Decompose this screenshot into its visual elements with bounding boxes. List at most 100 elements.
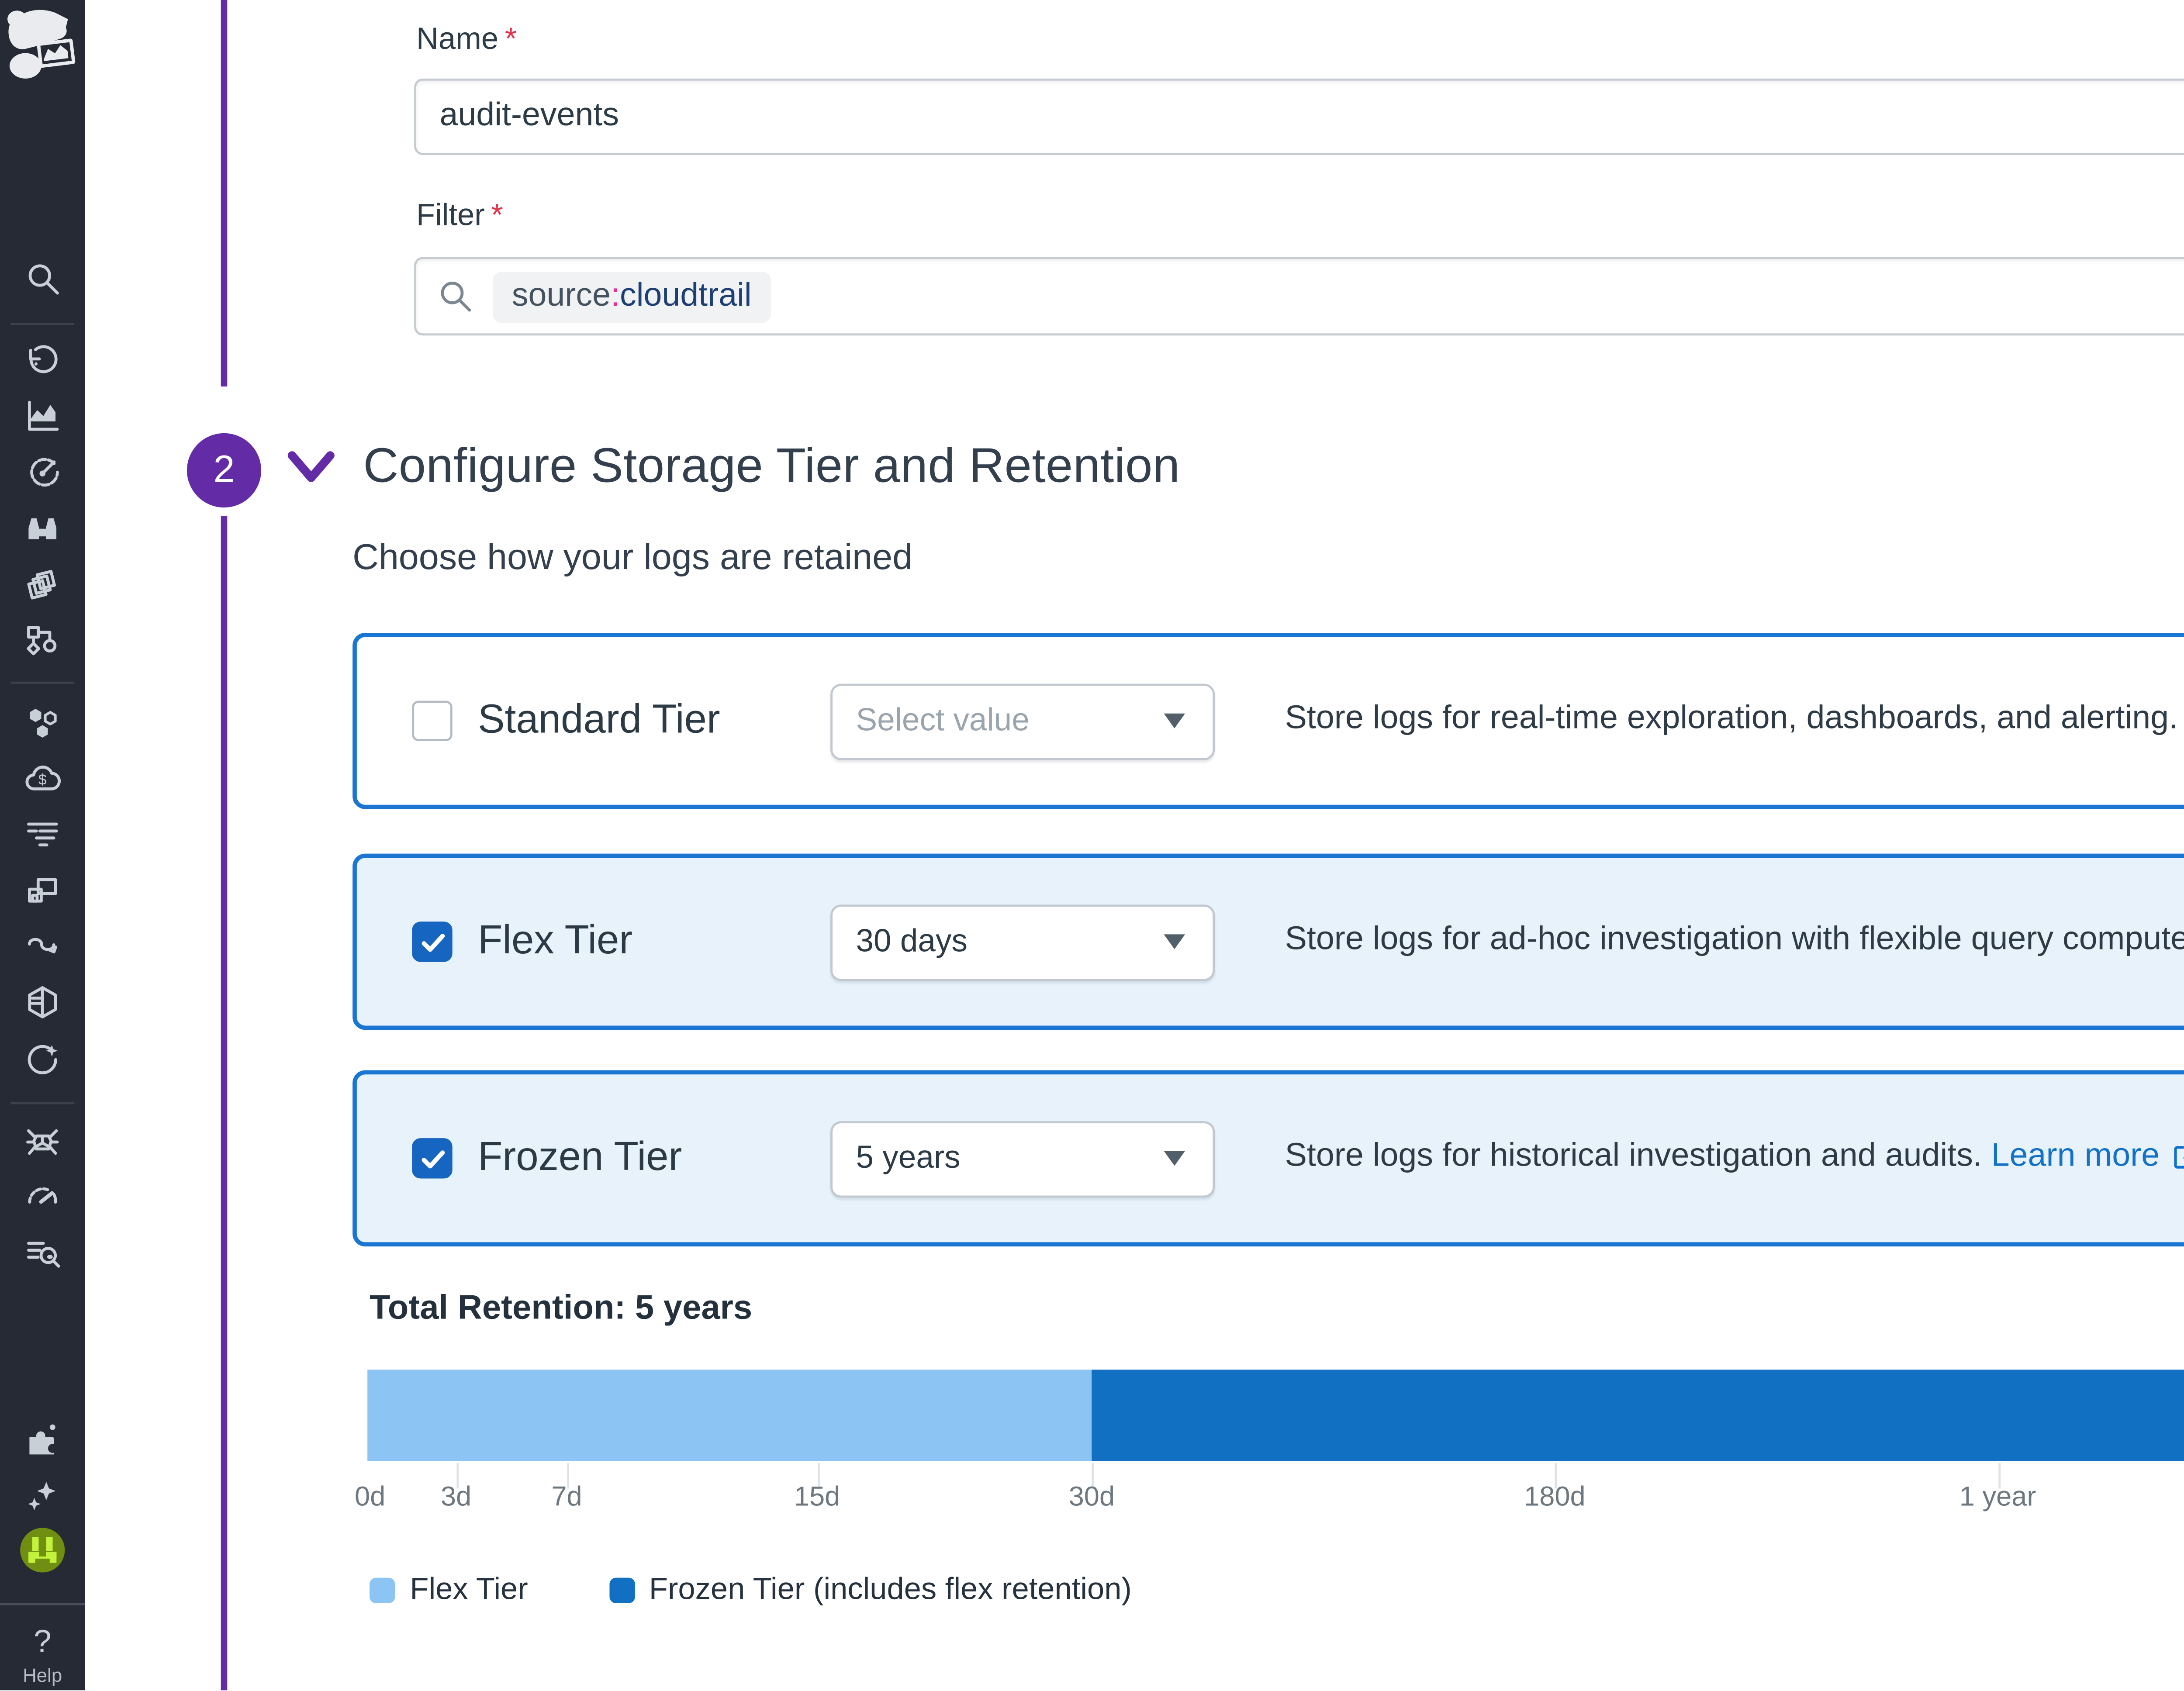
sidebar-divider (10, 323, 75, 325)
watchdog-icon (23, 510, 62, 548)
caret-down-icon (1164, 1151, 1185, 1166)
sidebar-item-log-explorer[interactable] (0, 1227, 85, 1278)
chevron-down-icon[interactable] (287, 450, 335, 497)
cloud-cost-icon: $ (23, 760, 62, 799)
learn-more-link[interactable]: Learn more (1991, 1132, 2184, 1185)
security-icon (23, 983, 62, 1022)
bar-segment-frozen (1092, 1370, 2184, 1461)
axis-tick-label: 1 year (1959, 1480, 2036, 1512)
sidebar-item-cloud-cost[interactable]: $ (0, 754, 85, 805)
sidebar-item-security[interactable] (0, 977, 85, 1028)
step-number-badge: 2 (187, 433, 262, 508)
sidebar-item-infrastructure[interactable] (0, 699, 85, 750)
sidebar-item-watchdog[interactable] (0, 503, 85, 554)
integrations-icon (23, 1421, 62, 1459)
bar-segment-flex (367, 1370, 1092, 1461)
tier-label: Flex Tier (478, 918, 633, 963)
sidebar-divider (10, 681, 75, 684)
sidebar-item-dashboards[interactable] (0, 561, 85, 612)
dropdown-value: 5 years (856, 1140, 961, 1177)
sidebar-item-search[interactable] (0, 253, 85, 304)
name-field-label: Name * (416, 23, 517, 58)
name-input[interactable] (414, 78, 2184, 155)
help-icon: ? (33, 1625, 52, 1662)
sidebar-item-apm[interactable] (0, 866, 85, 918)
axis-tick-label: 7d (551, 1480, 582, 1512)
tier-description: Store logs for real-time exploration, da… (1285, 701, 2178, 737)
search-icon (23, 259, 62, 297)
frozen-retention-dropdown[interactable]: 5 years (830, 1120, 1215, 1197)
infrastructure-icon (23, 705, 62, 743)
required-asterisk: * (491, 200, 503, 234)
sidebar-item-profiling[interactable] (0, 1170, 85, 1221)
caret-down-icon (1164, 934, 1185, 949)
sidebar-item-integrations[interactable] (0, 1414, 85, 1465)
retention-legend: Flex Tier Frozen Tier (includes flex rete… (370, 1574, 1132, 1608)
step-rail-top (221, 0, 228, 387)
sidebar-item-bits-ai[interactable] (0, 1472, 85, 1523)
sidebar-divider (10, 1102, 75, 1104)
sidebar: $ ? Help (0, 0, 85, 1691)
legend-item: Flex Tier (370, 1574, 528, 1608)
standard-tier-checkbox[interactable] (412, 701, 453, 741)
sidebar-item-llm-observability[interactable] (0, 1034, 85, 1085)
datadog-logo[interactable] (7, 8, 79, 80)
sidebar-item-service-map[interactable] (0, 616, 85, 667)
apm-icon (23, 873, 62, 911)
dropdown-value: 30 days (856, 924, 968, 960)
required-asterisk: * (505, 23, 517, 58)
query-field: source (511, 277, 611, 314)
axis-tick-mark (567, 1463, 569, 1489)
sidebar-item-user-avatar[interactable] (0, 1525, 85, 1576)
legend-item: Frozen Tier (includes flex retention) (608, 1573, 1132, 1608)
sidebar-help[interactable]: ? Help (0, 1625, 85, 1687)
sidebar-item-error-tracking[interactable] (0, 1115, 85, 1166)
legend-label: Flex Tier (410, 1573, 528, 1608)
tier-description: Store logs for ad-hoc investigation with… (1285, 921, 2184, 958)
flex-tier-checkbox[interactable] (412, 921, 453, 962)
dropdown-value: Select value (856, 703, 1030, 739)
axis-tick-label: 15d (794, 1480, 840, 1512)
section-subtitle: Choose how your logs are retained (352, 537, 913, 578)
legend-label: Frozen Tier (includes flex retention) (649, 1573, 1132, 1608)
section-title: Configure Storage Tier and Retention (363, 437, 1180, 493)
frozen-tier-card: Frozen Tier 5 years Store logs for histo… (352, 1070, 2184, 1247)
axis-tick-label: 0d (354, 1480, 386, 1512)
dashboards-icon (23, 567, 62, 605)
legend-swatch (370, 1577, 395, 1603)
legend-swatch (608, 1577, 634, 1603)
standard-tier-card: Standard Tier Select value Store logs fo… (352, 632, 2184, 809)
sidebar-item-pipelines[interactable] (0, 921, 85, 973)
axis-tick-label: 3d (440, 1480, 472, 1512)
llm-observability-icon (23, 1040, 62, 1079)
axis-tick-mark (1555, 1463, 1557, 1489)
sidebar-item-history[interactable] (0, 338, 85, 389)
step-rail-bottom (221, 516, 228, 1691)
help-label: Help (23, 1665, 62, 1687)
bits-ai-icon (23, 1478, 62, 1516)
axis-tick-label: 180d (1524, 1480, 1586, 1512)
total-retention-title: Total Retention: 5 years (370, 1291, 753, 1327)
sidebar-divider (0, 1603, 85, 1605)
axis-tick-mark (817, 1463, 819, 1489)
logs-icon (23, 815, 62, 854)
standard-retention-dropdown[interactable]: Select value (830, 683, 1215, 759)
user-avatar (19, 1527, 66, 1574)
flex-retention-dropdown[interactable]: 30 days (830, 903, 1215, 980)
sidebar-item-monitors[interactable] (0, 448, 85, 499)
tier-label: Standard Tier (478, 697, 720, 742)
filter-query-pill: source : cloudtrail (493, 270, 771, 322)
sidebar-item-metrics[interactable] (0, 391, 85, 442)
filter-field-label: Filter * (416, 200, 503, 234)
filter-input[interactable]: source : cloudtrail (414, 257, 2184, 336)
frozen-tier-checkbox[interactable] (412, 1138, 453, 1179)
tier-description: Store logs for historical investigation … (1285, 1132, 2184, 1185)
pipelines-icon (23, 928, 62, 966)
monitors-icon (23, 455, 62, 493)
caret-down-icon (1164, 713, 1185, 728)
metrics-icon (23, 397, 62, 435)
external-link-icon (2174, 1147, 2184, 1170)
sidebar-item-logs[interactable] (0, 809, 85, 860)
error-tracking-icon (23, 1121, 62, 1160)
